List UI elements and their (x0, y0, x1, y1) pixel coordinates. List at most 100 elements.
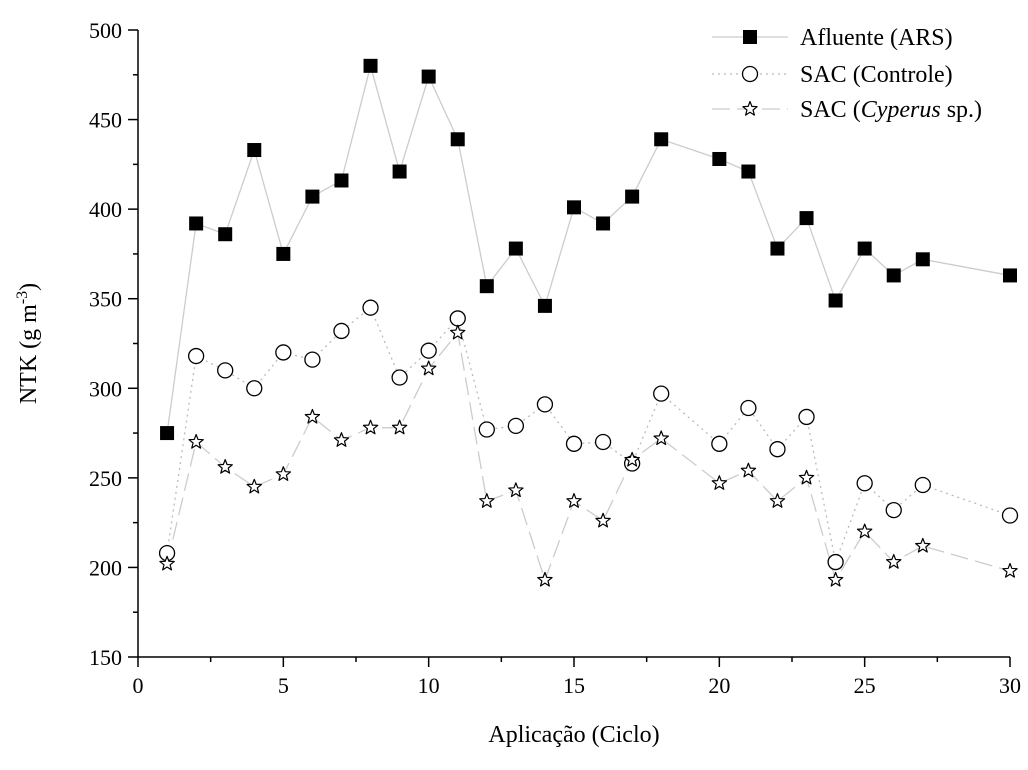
data-point-star (333, 432, 350, 447)
data-point-circle (1001, 507, 1019, 524)
data-point-square (305, 189, 320, 204)
data-point-circle (536, 396, 554, 413)
data-point-star (653, 430, 669, 446)
x-tick-label: 5 (278, 673, 289, 698)
data-point-circle (856, 475, 873, 492)
y-tick-label: 250 (89, 466, 122, 491)
legend-item-3: SAC (Cyperus sp.) (712, 97, 982, 123)
data-point-square (334, 173, 349, 188)
y-tick-label: 400 (89, 197, 122, 222)
data-point-star (362, 419, 379, 435)
series-markers-2 (158, 299, 1019, 571)
data-point-square (596, 216, 611, 231)
legend-label: SAC (Cyperus sp.) (800, 97, 982, 123)
y-axis-title: NTK (g m-3) (14, 283, 42, 404)
data-point-circle (741, 65, 759, 83)
y-tick-label: 450 (89, 108, 122, 133)
data-point-circle (653, 385, 670, 402)
data-point-circle (798, 408, 815, 426)
x-tick-label: 30 (999, 673, 1021, 698)
axes: 150 200 250 300 350 400 450 500 0 5 10 15 20 25 30 (89, 18, 1021, 698)
data-point-circle (391, 369, 408, 386)
data-point-square (508, 241, 523, 256)
data-point-square (276, 246, 291, 261)
data-point-square (160, 426, 175, 441)
data-point-circle (420, 342, 437, 359)
y-axis-title-superscript: -3 (14, 291, 31, 304)
data-point-star (742, 100, 758, 116)
x-tick-label: 15 (563, 673, 585, 698)
series-markers-3 (159, 324, 1018, 587)
legend-item-2: SAC (Controle) (712, 62, 953, 88)
data-point-square (363, 58, 378, 73)
x-tick-label: 10 (418, 673, 440, 698)
data-point-circle (217, 362, 234, 379)
data-point-star (624, 451, 640, 467)
data-point-star (246, 478, 262, 494)
data-point-square (625, 189, 640, 204)
data-point-square (567, 200, 581, 215)
data-point-square (828, 293, 843, 308)
data-point-circle (304, 351, 321, 368)
data-point-star (915, 537, 931, 553)
legend: Afluente (ARS) SAC (Controle) SAC (Cyperus… (712, 25, 982, 123)
data-point-star (508, 482, 524, 498)
series-line-2 (166, 306, 1011, 565)
data-point-square (392, 164, 407, 179)
legend-label: Afluente (ARS) (800, 25, 953, 51)
data-point-circle (246, 380, 263, 397)
data-point-circle (449, 310, 466, 327)
series-line-3 (166, 331, 1011, 582)
y-axis-title-suffix: ) (16, 283, 42, 291)
data-point-square (247, 143, 262, 158)
data-point-square (189, 216, 204, 231)
data-point-star (595, 512, 611, 528)
data-point-circle (711, 435, 728, 452)
data-point-star (566, 493, 582, 508)
data-point-circle (885, 501, 902, 519)
data-point-star (885, 553, 902, 569)
y-tick-label: 150 (89, 645, 122, 670)
data-point-star (1002, 562, 1018, 578)
data-point-square (654, 132, 669, 147)
data-point-circle (914, 476, 931, 494)
data-point-star (275, 466, 292, 481)
data-point-circle (507, 417, 525, 435)
data-point-star (450, 324, 466, 340)
data-point-circle (187, 347, 205, 365)
data-point-star (420, 360, 437, 376)
series-markers-1 (160, 58, 1017, 441)
y-tick-label: 200 (89, 555, 122, 580)
data-point-star (856, 523, 873, 539)
legend-label: SAC (Controle) (800, 62, 953, 88)
data-point-square (886, 268, 901, 283)
y-tick-label: 300 (89, 376, 122, 401)
x-tick-label: 20 (708, 673, 730, 698)
data-point-square (218, 227, 233, 242)
data-point-star (479, 493, 495, 508)
data-point-circle (275, 344, 292, 361)
data-point-square (712, 151, 727, 166)
y-axis-title-main: NTK (g m (16, 304, 42, 404)
data-point-square (857, 241, 872, 256)
data-point-star (740, 462, 757, 478)
data-point-square (1003, 268, 1017, 283)
y-tick-label: 350 (89, 287, 122, 312)
data-point-square (915, 252, 930, 267)
data-point-circle (740, 399, 757, 417)
data-point-circle (478, 421, 495, 438)
data-point-star (304, 408, 321, 424)
data-point-circle (565, 435, 583, 452)
data-point-circle (827, 553, 844, 571)
data-point-star (711, 475, 728, 490)
data-point-square (450, 132, 465, 147)
x-tick-label: 0 (133, 673, 144, 698)
data-point-square (421, 69, 436, 84)
data-point-star (827, 571, 844, 587)
data-point-star (159, 555, 175, 571)
data-point-circle (333, 322, 350, 340)
data-point-star (537, 571, 553, 587)
legend-item-1: Afluente (ARS) (712, 25, 953, 51)
x-tick-label: 25 (854, 673, 876, 698)
data-point-star (769, 493, 786, 508)
